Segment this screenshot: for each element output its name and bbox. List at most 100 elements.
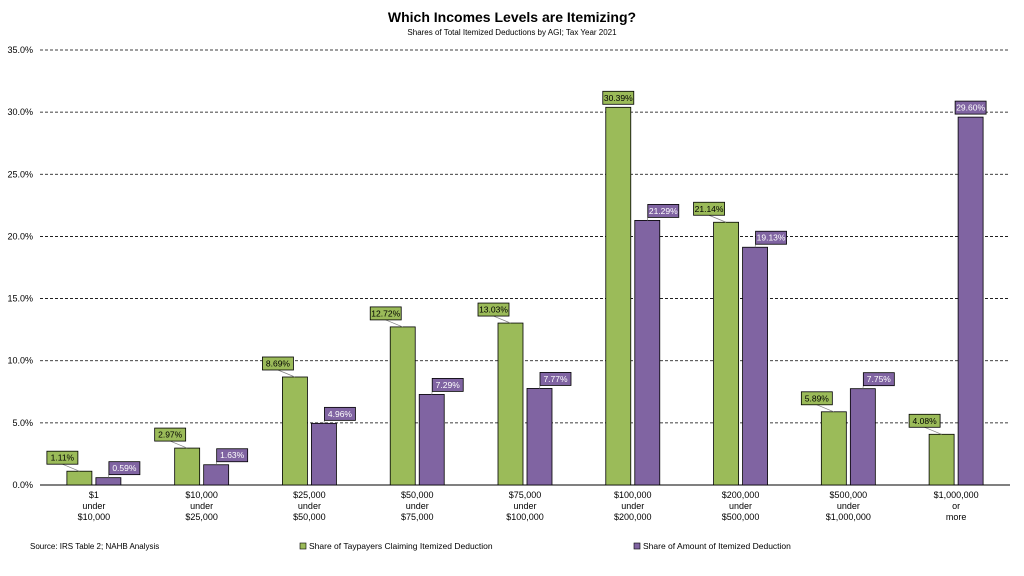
leader-line [277, 369, 296, 378]
data-label: 4.96% [328, 409, 353, 419]
bar-amount [634, 219, 661, 486]
leader-line [493, 315, 511, 324]
data-label-box [46, 450, 79, 465]
x-axis-ticks: $1under$10,000$10,000under$25,000$25,000… [78, 490, 979, 522]
x-tick-label: under [621, 501, 644, 511]
data-label-box [602, 90, 635, 105]
data-label: 1.11% [51, 453, 75, 463]
x-tick-label: $1 [89, 490, 99, 500]
bar-taxpayers [928, 433, 955, 486]
x-tick-label: $75,000 [401, 512, 434, 522]
data-label-box [369, 306, 402, 321]
leader-line [924, 426, 942, 435]
bar-taxpayers [282, 376, 308, 486]
data-label: 7.75% [867, 374, 892, 384]
data-label: 29.60% [956, 103, 985, 113]
x-tick-label: $10,000 [78, 512, 111, 522]
x-tick-label: or [952, 501, 960, 511]
y-tick-label: 20.0% [7, 231, 33, 241]
y-tick-label: 15.0% [7, 294, 33, 304]
data-label-box [262, 356, 294, 371]
x-tick-label: $500,000 [830, 490, 868, 500]
x-tick-label: under [190, 501, 213, 511]
x-tick-label: under [729, 501, 752, 511]
bar-taxpayers [713, 221, 739, 486]
x-tick-label: $25,000 [293, 490, 326, 500]
chart-subtitle: Shares of Total Itemized Deductions by A… [407, 28, 617, 37]
x-tick-label: $1,000,000 [934, 490, 979, 500]
data-label: 0.59% [112, 463, 137, 473]
leader-line [431, 391, 433, 395]
leader-line [215, 461, 218, 465]
x-tick-label: $1,000,000 [826, 512, 871, 522]
data-label: 30.39% [604, 93, 633, 103]
legend-label: Share of Amount of Itemized Deduction [643, 541, 791, 551]
x-tick-label: more [946, 512, 967, 522]
data-label-box [800, 391, 833, 406]
bar-amount [742, 246, 768, 486]
data-label-box [954, 100, 987, 115]
legend-swatch [299, 542, 307, 550]
leader-line [754, 244, 756, 248]
data-label-box [862, 372, 895, 387]
bar-amount [526, 388, 553, 486]
legend-label: Share of Taypayers Claiming Itemized Ded… [309, 541, 493, 551]
x-tick-label: $100,000 [614, 490, 652, 500]
leader-line [323, 420, 325, 424]
x-tick-label: under [82, 501, 105, 511]
y-tick-label: 30.0% [7, 107, 33, 117]
leader-line [816, 404, 834, 413]
bar-taxpayers [605, 106, 632, 486]
leader-line [170, 440, 188, 449]
data-label-box [477, 302, 510, 317]
data-label: 1.63% [220, 450, 245, 460]
data-label: 21.29% [649, 206, 678, 216]
data-label-box [154, 427, 187, 442]
data-label-box [108, 461, 141, 476]
data-label-box [216, 448, 249, 463]
x-tick-label: under [298, 501, 321, 511]
x-tick-label: under [406, 501, 429, 511]
data-label: 21.14% [695, 204, 724, 214]
leader-line [62, 463, 80, 472]
leader-line [708, 214, 727, 223]
x-tick-label: $25,000 [185, 512, 218, 522]
y-tick-label: 25.0% [7, 169, 33, 179]
data-label: 7.29% [436, 380, 461, 390]
y-tick-label: 35.0% [7, 45, 33, 55]
leader-line [108, 474, 110, 478]
grid-layer [40, 49, 1010, 486]
data-label-box [539, 372, 572, 386]
x-tick-label: $10,000 [185, 490, 218, 500]
bar-amount [311, 422, 337, 486]
x-tick-label: $200,000 [614, 512, 652, 522]
legend-swatch [633, 542, 641, 550]
leader-line [646, 217, 649, 221]
source-note: Source: IRS Table 2; NAHB Analysis [30, 542, 159, 551]
x-tick-label: under [513, 501, 536, 511]
leader-line [862, 385, 864, 389]
x-tick-label: $100,000 [506, 512, 544, 522]
data-label: 13.03% [479, 305, 508, 315]
data-label-box [755, 230, 787, 245]
bar-taxpayers [174, 447, 201, 486]
x-tick-label: $75,000 [509, 490, 542, 500]
bar-taxpayers [497, 322, 524, 486]
y-tick-label: 10.0% [7, 356, 33, 366]
bar-taxpayers [820, 411, 847, 486]
y-tick-label: 0.0% [12, 480, 33, 490]
leader-line [385, 319, 403, 328]
x-tick-label: $200,000 [722, 490, 760, 500]
x-tick-label: $50,000 [293, 512, 326, 522]
bar-amount [95, 477, 122, 486]
chart-title: Which Incomes Levels are Itemizing? [388, 9, 636, 25]
y-axis-ticks: 0.0% 5.0% 10.0% 15.0% 20.0% 25.0% 30.0% 35.0% [7, 45, 33, 490]
x-tick-label: $50,000 [401, 490, 434, 500]
bar-taxpayers [66, 470, 93, 486]
data-label: 8.69% [266, 358, 291, 368]
data-label-box [431, 377, 464, 392]
bar-amount [957, 116, 984, 486]
bar-amount [418, 393, 445, 486]
